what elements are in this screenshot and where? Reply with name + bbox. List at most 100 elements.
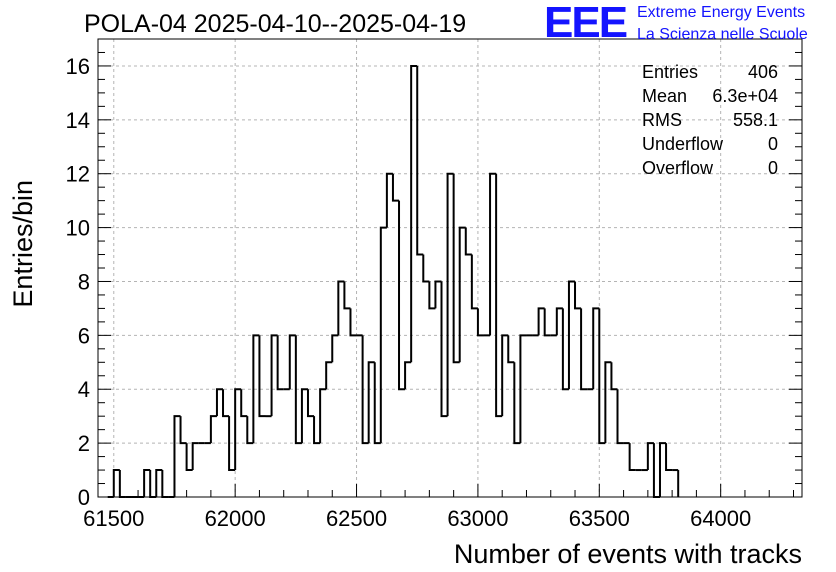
histogram-bin <box>367 361 375 444</box>
histogram-bin <box>300 388 308 444</box>
stats-label: Mean <box>642 86 688 106</box>
histogram-bin <box>422 254 430 283</box>
histogram-bin <box>574 281 582 310</box>
x-tick-label: 64000 <box>690 506 751 531</box>
histogram-bin <box>349 308 357 337</box>
stats-row-mean: Mean 6.3e+04 <box>642 84 778 108</box>
histogram-bin <box>373 362 381 445</box>
histogram-bin <box>240 389 248 418</box>
histogram-bin <box>543 308 551 337</box>
histogram-bin <box>616 389 624 445</box>
histogram-bin <box>489 172 497 336</box>
histogram-bin <box>501 334 509 417</box>
histogram-bin <box>537 307 545 336</box>
x-tick-label: 62500 <box>326 506 387 531</box>
histogram-bin <box>567 280 576 390</box>
histogram-bin <box>222 389 230 418</box>
stats-label: RMS <box>642 110 682 130</box>
histogram-bin <box>276 335 284 391</box>
histogram-bin <box>404 361 412 390</box>
x-tick-label: 61500 <box>83 506 144 531</box>
stats-value: 406 <box>747 62 778 82</box>
histogram-bin <box>592 307 600 390</box>
histogram-bin <box>209 415 217 444</box>
x-tick-label: 63000 <box>447 506 508 531</box>
histogram-bin <box>452 173 460 364</box>
y-tick-label: 14 <box>66 108 90 133</box>
axes: 61500 62000 62500 63000 63500 64000 0 2 4 6 8 10 12 1… <box>66 38 803 531</box>
histogram-bin <box>306 389 315 418</box>
histogram-bin <box>361 335 369 445</box>
stats-value: 0 <box>767 134 778 154</box>
histogram-bin <box>215 388 224 417</box>
histogram-bin <box>288 334 296 390</box>
histogram-bin <box>446 172 454 417</box>
histogram-bin <box>343 281 351 310</box>
grid-lines <box>98 39 802 497</box>
stats-row-entries: Entries 406 <box>642 60 778 84</box>
histogram-bin <box>470 254 478 310</box>
histogram-bin <box>331 334 339 363</box>
stats-box: Entries 406 Mean 6.3e+04 RMS 558.1 Under… <box>642 60 778 180</box>
histogram-bin <box>252 334 260 444</box>
histogram-bin <box>270 334 278 417</box>
histogram-bin <box>604 361 612 444</box>
stats-label: Underflow <box>642 134 724 154</box>
histogram-bin <box>179 416 187 445</box>
stats-row-underflow: Underflow 0 <box>642 132 778 156</box>
y-tick-label: 2 <box>78 431 90 456</box>
histogram-bin <box>610 362 618 391</box>
histogram-bin <box>398 200 406 391</box>
stats-label: Entries <box>642 62 699 82</box>
y-tick-label: 4 <box>78 377 90 402</box>
histogram-bin <box>325 361 333 390</box>
histogram-bin <box>155 469 163 497</box>
histogram-bin <box>665 443 673 472</box>
stats-label: Overflow <box>642 158 714 178</box>
histogram-bin <box>416 65 424 256</box>
y-tick-label: 10 <box>66 216 90 241</box>
histogram-bin <box>246 416 254 445</box>
histogram-bin <box>519 334 527 444</box>
histogram-bin <box>646 442 654 471</box>
histogram-bin <box>628 443 636 472</box>
histogram-bin <box>658 442 667 497</box>
histogram-bin <box>143 469 151 497</box>
histogram-bin <box>379 226 387 444</box>
histogram-bin <box>428 281 436 310</box>
histogram-bin <box>118 470 126 498</box>
histogram-bin <box>561 308 569 391</box>
histogram-bin <box>434 280 442 309</box>
stats-value: 558.1 <box>732 110 778 130</box>
histogram-bin <box>234 388 242 471</box>
logo-line-1: Extreme Energy Events <box>637 4 806 21</box>
histogram-bin <box>410 64 418 363</box>
y-tick-label: 12 <box>66 162 90 187</box>
histogram-bin <box>458 226 466 363</box>
x-tick-label: 62000 <box>205 506 266 531</box>
histogram-bin <box>513 362 521 445</box>
stats-value: 0 <box>767 158 778 178</box>
logo-line-2: La Scienza nelle Scuole <box>637 26 808 43</box>
y-tick-label: 16 <box>66 54 90 79</box>
histogram-bin <box>555 307 563 336</box>
histogram-bin <box>580 308 588 391</box>
histogram-bin <box>313 416 321 445</box>
eee-logo: EEE <box>544 0 628 47</box>
histogram-bin <box>385 172 393 228</box>
y-tick-label: 6 <box>78 323 90 348</box>
histogram-bin <box>173 415 181 497</box>
histogram-bin <box>476 308 484 337</box>
histogram-bin <box>391 173 400 202</box>
x-axis-label: Number of events with tracks <box>454 539 802 569</box>
histogram-bin <box>319 388 327 444</box>
histogram-bin <box>191 442 199 471</box>
histogram-bin <box>228 416 236 472</box>
x-tick-label: 63500 <box>569 506 630 531</box>
histogram-bin <box>464 227 472 256</box>
histogram-bin <box>161 470 169 498</box>
histogram-bars <box>107 64 680 498</box>
histogram-bin <box>294 335 302 445</box>
stats-row-rms: RMS 558.1 <box>642 108 778 132</box>
